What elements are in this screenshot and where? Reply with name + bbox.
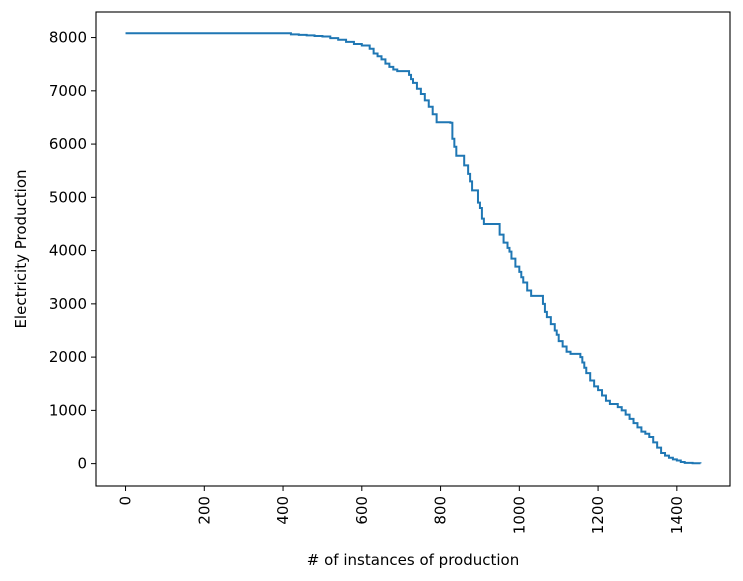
y-tick-label: 7000: [49, 82, 87, 100]
x-tick-label: 600: [353, 496, 371, 525]
x-axis-label: # of instances of production: [307, 551, 519, 569]
y-axis: 0 1000 2000 3000 4000 5000 6000 7000 8000: [49, 29, 96, 473]
x-tick-label: 1200: [589, 496, 607, 534]
x-tick-label: 200: [195, 496, 213, 525]
y-tick-label: 8000: [49, 29, 87, 47]
y-tick-label: 1000: [49, 401, 87, 419]
y-tick-label: 3000: [49, 295, 87, 313]
y-tick-label: 5000: [49, 188, 87, 206]
y-tick-label: 4000: [49, 242, 87, 260]
y-axis-label: Electricity Production: [12, 169, 30, 328]
plot-frame: [95, 11, 731, 487]
y-tick-label: 2000: [49, 348, 87, 366]
x-tick-label: 400: [274, 496, 292, 525]
x-axis: 0 200 400 600 800 1000 1200 1400: [117, 486, 686, 534]
series-line: [125, 32, 702, 465]
y-tick-label: 0: [77, 455, 87, 473]
x-tick-label: 800: [432, 496, 450, 525]
y-tick-label: 6000: [49, 135, 87, 153]
x-tick-label: 0: [117, 496, 135, 506]
x-tick-label: 1400: [668, 496, 686, 534]
x-tick-label: 1000: [510, 496, 528, 534]
